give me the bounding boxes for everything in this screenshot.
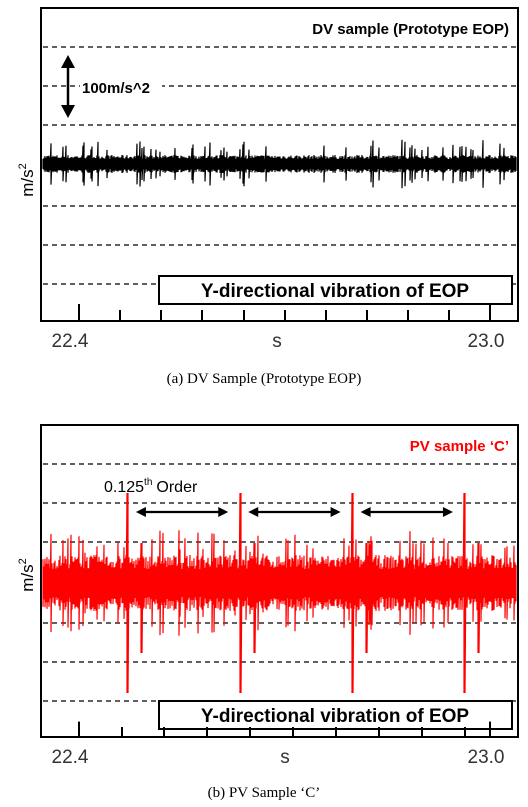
y-axis-label-a: m/s2 — [17, 163, 37, 197]
sample-label-b: PV sample ‘C’ — [410, 438, 509, 455]
caption-b: (b) PV Sample ‘C’ — [208, 785, 321, 801]
x-tick-label-start-a: 22.4 — [52, 331, 89, 352]
caption-a: (a) DV Sample (Prototype EOP) — [167, 371, 362, 387]
x-axis-label-b: s — [280, 747, 290, 768]
direction-label-box-a — [158, 275, 513, 305]
direction-label-box-b — [158, 700, 513, 730]
x-ticks-b — [78, 721, 491, 736]
arrow-head-left — [360, 507, 371, 517]
order-annotation: 0.125th Order — [104, 477, 198, 496]
signal-line-pv — [42, 492, 517, 694]
arrow-head-right — [218, 507, 229, 517]
arrow-head-right — [330, 507, 341, 517]
arrow-head-left — [135, 507, 146, 517]
direction-label-b: Y-directional vibration of EOP — [201, 706, 469, 727]
panel-a: DV sample (Prototype EOP) 100m/s^2 Y-dir… — [17, 7, 519, 387]
order-interval-arrows — [135, 507, 453, 517]
y-axis-label-b: m/s2 — [17, 558, 37, 592]
scale-bar-arrow — [61, 55, 75, 118]
sample-label-a: DV sample (Prototype EOP) — [312, 21, 509, 38]
signal-trace-b — [42, 492, 517, 694]
signal-line-dv — [42, 139, 517, 189]
signal-trace-a — [42, 139, 517, 189]
x-ticks-a — [78, 304, 491, 320]
scale-annotation: 100m/s^2 — [82, 80, 150, 97]
x-tick-label-end-a: 23.0 — [468, 331, 505, 352]
panel-b: PV sample ‘C’ 0.125th Order Y-directional… — [17, 424, 519, 801]
x-tick-label-start-b: 22.4 — [52, 747, 89, 768]
x-tick-label-end-b: 23.0 — [468, 747, 505, 768]
arrow-head-left — [248, 507, 259, 517]
arrow-head-right — [442, 507, 453, 517]
x-axis-label-a: s — [272, 331, 282, 352]
direction-label-a: Y-directional vibration of EOP — [201, 281, 469, 302]
